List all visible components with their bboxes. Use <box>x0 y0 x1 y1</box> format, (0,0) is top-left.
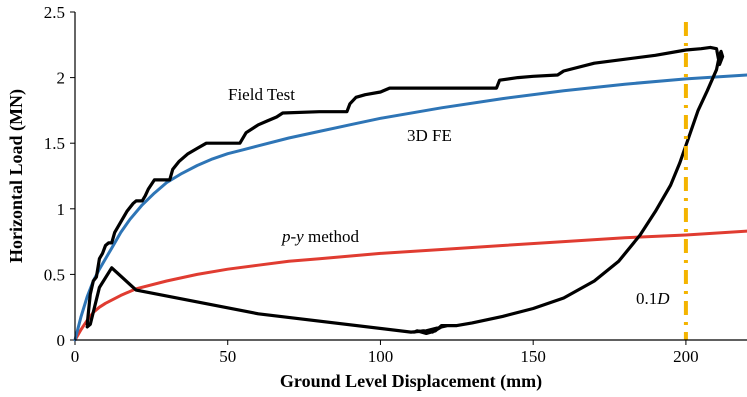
y-tick-label: 0 <box>57 331 66 350</box>
y-tick-label: 2.5 <box>44 3 65 22</box>
series-layer <box>73 45 747 342</box>
field-test-label: Field Test <box>228 85 295 104</box>
y-tick-label: 1 <box>57 200 66 219</box>
fe-3d-line <box>73 73 747 342</box>
py-italic: p-y <box>281 227 304 246</box>
y-tick-label: 2 <box>57 69 66 88</box>
field-test-line <box>85 45 725 335</box>
fe-3d-label: 3D FE <box>407 126 452 145</box>
x-tick-label: 50 <box>219 347 236 366</box>
axis-ticks: 0 50 100 150 200 0 0.5 1 1.5 2 2.5 <box>44 3 699 366</box>
y-tick-label: 0.5 <box>44 265 65 284</box>
x-tick-label: 0 <box>71 347 80 366</box>
py-rest: method <box>304 227 360 246</box>
reference-line-label: 0.1D <box>636 289 670 308</box>
y-tick-label: 1.5 <box>44 134 65 153</box>
py-method-label: p-y method <box>281 227 359 246</box>
x-tick-label: 150 <box>520 347 546 366</box>
y-axis-title: Horizontal Load (MN) <box>6 89 27 263</box>
x-tick-label: 200 <box>673 347 699 366</box>
ref-prefix: 0.1 <box>636 289 657 308</box>
py-method-line <box>73 229 747 342</box>
x-tick-label: 100 <box>368 347 394 366</box>
x-axis-title: Ground Level Displacement (mm) <box>280 371 542 392</box>
ref-italic: D <box>656 289 670 308</box>
